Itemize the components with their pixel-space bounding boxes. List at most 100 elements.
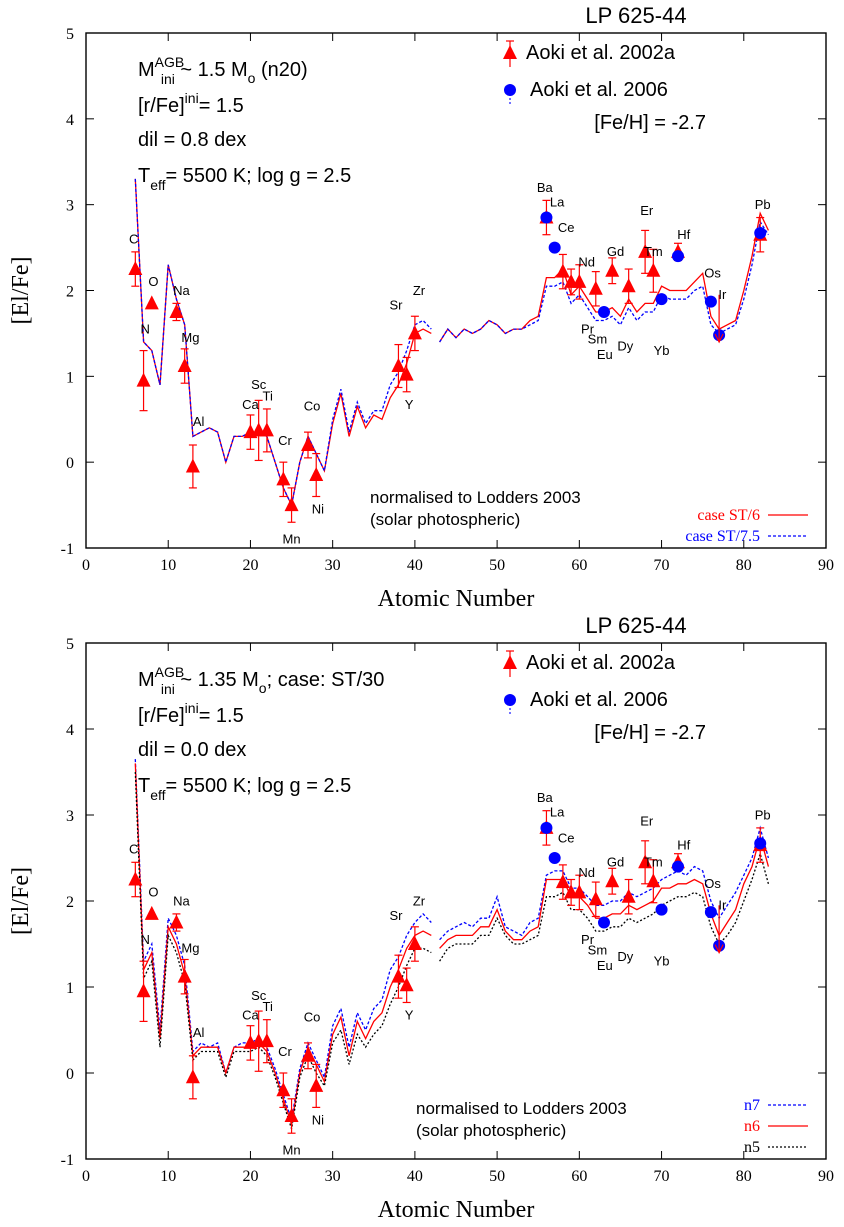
x-tick-label: 10 [160, 1168, 176, 1185]
x-tick-label: 0 [82, 1168, 90, 1185]
obs-point-triangle [391, 358, 406, 373]
info-text: [r/Fe] [138, 95, 185, 117]
y-tick-label: 2 [66, 894, 74, 911]
x-tick-label: 90 [818, 1168, 834, 1185]
obs-point-triangle [259, 422, 274, 437]
element-label: Y [405, 1008, 414, 1023]
obs-point-triangle [605, 262, 620, 277]
info-line-2: [r/Fe]ini= 1.5 [138, 700, 244, 727]
element-label: Os [704, 876, 721, 891]
obs-point-triangle [177, 968, 192, 983]
y-tick-label: 2 [66, 284, 74, 301]
metallicity-label: [Fe/H] = -2.7 [594, 112, 706, 134]
obs-point-triangle [185, 1069, 200, 1084]
normalisation-note: (solar photospheric) [370, 510, 520, 529]
obs-point-triangle [185, 458, 200, 473]
info-text: dil = 0.0 dex [138, 739, 246, 761]
obs-point-triangle [301, 1047, 315, 1062]
element-label: Dy [617, 949, 633, 964]
element-label: Hf [677, 227, 690, 242]
obs-point-triangle [572, 884, 587, 899]
info-text: = 1.5 [199, 705, 244, 727]
info-line-4: Teff= 5500 K; log g = 2.5 [138, 165, 351, 193]
element-label: Eu [597, 347, 613, 362]
obs-point-circle [540, 821, 553, 834]
normalisation-note: normalised to Lodders 2003 [416, 1099, 627, 1118]
element-label: Y [405, 397, 414, 412]
info-text: = 5500 K; log g = 2.5 [166, 775, 352, 797]
obs-point-circle [672, 250, 684, 263]
obs-point-circle [704, 295, 717, 308]
obs-point-triangle [169, 914, 184, 929]
obs-point-circle [655, 293, 668, 306]
x-tick-label: 50 [489, 557, 505, 574]
normalisation-note: (solar photospheric) [416, 1121, 566, 1140]
info-sup: AGB [155, 664, 185, 680]
element-label: Mn [283, 1143, 301, 1158]
x-tick-label: 70 [654, 1168, 670, 1185]
element-label: Pb [755, 807, 771, 822]
obs-point-triangle [309, 1077, 324, 1092]
model-legend-label: n5 [744, 1139, 760, 1156]
element-label: Ir [718, 898, 727, 913]
x-tick-label: 80 [736, 557, 752, 574]
y-tick-label: -1 [61, 541, 74, 558]
obs-point-triangle [128, 261, 143, 276]
obs-point-triangle [588, 891, 603, 906]
x-axis-label: Atomic Number [378, 586, 535, 612]
element-label: Er [640, 813, 654, 828]
element-label: Nd [578, 254, 595, 269]
element-label: Os [704, 266, 721, 281]
info-line-1: MAGB ini ~ 1.5 Mo (n20) [138, 54, 308, 87]
obs-point-triangle [391, 968, 406, 983]
info-text: ~ 1.35 M [175, 669, 259, 691]
obs-point-triangle [605, 873, 620, 888]
obs-point-triangle [407, 936, 422, 950]
obs-point-circle [548, 852, 561, 864]
x-tick-label: 30 [325, 1168, 341, 1185]
obs-point-triangle [144, 295, 159, 310]
element-label: Ni [312, 502, 324, 517]
element-label: Co [304, 1009, 321, 1024]
element-label: La [550, 805, 565, 820]
element-label: Mn [283, 532, 301, 547]
y-tick-label: 0 [66, 455, 74, 472]
legend-label-aoki-2006: Aoki et al. 2006 [530, 689, 668, 711]
model-legend-label: n7 [744, 1097, 760, 1114]
obs-point-triangle [399, 366, 414, 381]
info-sup: ini [185, 700, 199, 716]
element-label: N [141, 321, 150, 336]
legend-label-aoki-2006: Aoki et al. 2006 [530, 79, 668, 101]
element-label: C [129, 231, 138, 246]
element-label: Al [193, 414, 205, 429]
element-label: Zr [413, 283, 426, 298]
element-label: Na [173, 893, 190, 908]
element-label: Ce [558, 220, 575, 235]
obs-point-triangle [177, 358, 192, 373]
obs-point-triangle [259, 1033, 274, 1048]
info-line-3: dil = 0.0 dex [138, 739, 246, 761]
info-text: [r/Fe] [138, 705, 185, 727]
element-label: Cr [278, 1044, 292, 1059]
x-tick-label: 20 [242, 557, 258, 574]
y-tick-label: 1 [66, 369, 74, 386]
model-curve-case-st-7-5 [134, 178, 432, 508]
model-curve-case-st-6 [134, 178, 432, 508]
element-label: Yb [654, 343, 670, 358]
legend-label-aoki-2002a: Aoki et al. 2002a [526, 42, 676, 64]
element-label: Sr [389, 297, 403, 312]
model-curve-n7 [134, 759, 432, 1121]
element-label: Er [640, 203, 654, 218]
obs-point-circle [672, 860, 684, 873]
obs-point-triangle [128, 871, 143, 886]
element-label: Ba [537, 180, 554, 195]
legend-triangle-marker [503, 655, 517, 669]
element-label: Dy [617, 339, 633, 354]
info-text: ~ 1.5 M [175, 59, 248, 81]
obs-point-triangle [169, 303, 184, 318]
element-label: Hf [677, 837, 690, 852]
element-label: Sm [588, 332, 608, 347]
info-text: dil = 0.8 dex [138, 129, 246, 151]
y-tick-label: 3 [66, 198, 74, 215]
